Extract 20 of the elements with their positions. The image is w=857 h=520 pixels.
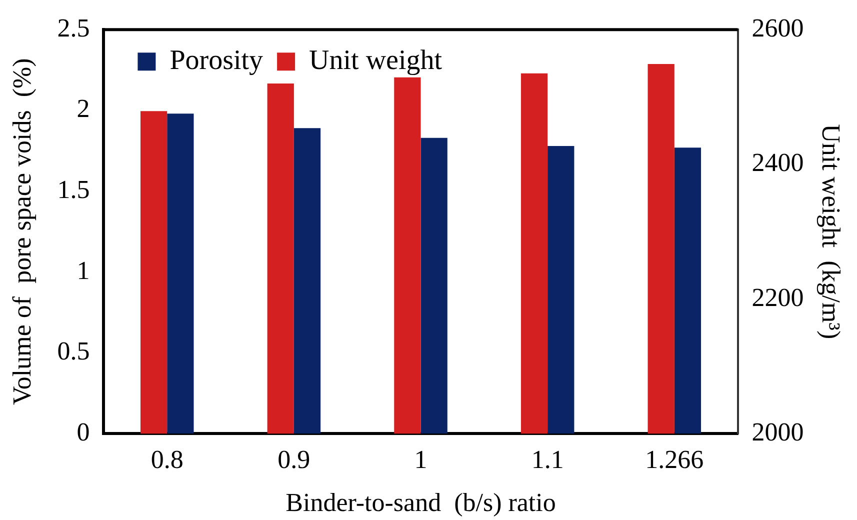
y-tick-label: 2.5 — [57, 13, 90, 42]
x-tick-label: 0.8 — [150, 445, 184, 474]
y-tick-label: 0.5 — [57, 336, 90, 366]
x-tick-label: 0.9 — [278, 445, 310, 474]
y-tick-label: 2 — [76, 94, 90, 124]
legend-label: Unit weight — [309, 44, 442, 76]
x-tick-label: 1 — [414, 445, 428, 474]
x-tick-label: 1.1 — [531, 445, 564, 474]
y2-tick-label: 2400 — [752, 148, 804, 178]
x-tick-label: 1.266 — [645, 445, 704, 474]
legend-label: Porosity — [170, 44, 264, 76]
y-tick-label: 1.5 — [57, 175, 90, 204]
y2-tick-label: 2000 — [752, 417, 804, 446]
x-axis-title: Binder-to-sand (b/s) ratio — [286, 488, 556, 518]
y-tick-label: 0 — [76, 417, 90, 446]
y2-tick-label: 2200 — [752, 282, 804, 312]
y-axis-title: Volume of pore space voids (%) — [7, 58, 36, 406]
y-tick-label: 1 — [76, 256, 90, 285]
y2-tick-label: 2600 — [752, 13, 804, 42]
y2-axis-title: Unit weight (kg/m³) — [816, 124, 846, 340]
